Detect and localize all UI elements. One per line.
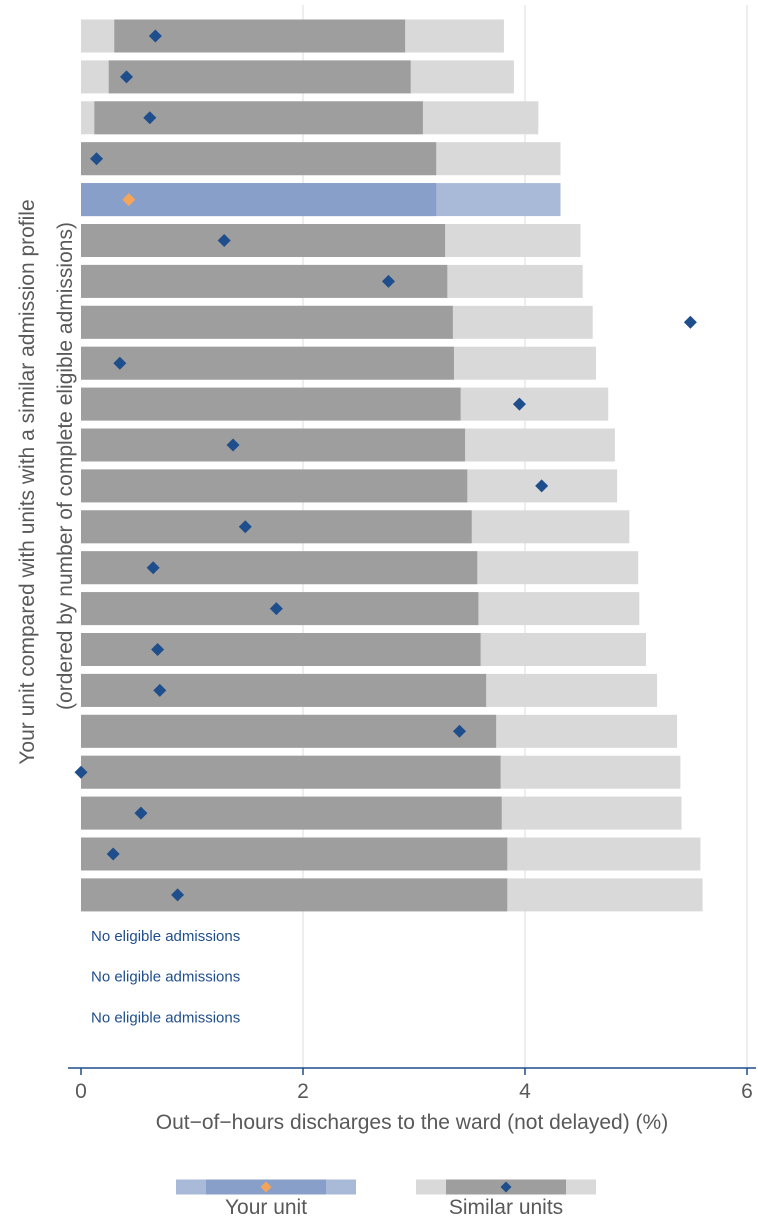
- no-data-note: No eligible admissions: [91, 969, 240, 986]
- bars: [74, 19, 703, 912]
- similar-unit-point: [512, 397, 526, 411]
- similar-unit-inner-bar: [81, 755, 501, 789]
- similar-unit-point: [74, 765, 88, 779]
- similar-unit-inner-bar: [81, 510, 472, 544]
- similar-unit-point: [146, 561, 160, 575]
- legend-your-unit-label: Your unit: [225, 1196, 307, 1219]
- similar-unit-point: [269, 602, 283, 616]
- similar-unit-inner-bar: [81, 551, 478, 585]
- similar-unit-point: [153, 683, 167, 697]
- similar-unit-point: [143, 111, 157, 125]
- your-unit-point: [122, 193, 136, 207]
- similar-unit-point: [453, 724, 467, 738]
- similar-unit-point: [171, 888, 185, 902]
- similar-unit-point: [134, 806, 148, 820]
- x-axis-label: Out−of−hours discharges to the ward (not…: [156, 1111, 668, 1134]
- x-tick-label-6: 6: [741, 1080, 753, 1103]
- similar-unit-inner-bar: [81, 142, 437, 176]
- similar-unit-inner-bar: [81, 428, 466, 462]
- similar-unit-point: [120, 70, 134, 84]
- no-data-notes: No eligible admissions No eligible admiss…: [91, 928, 240, 1027]
- legend: [176, 1179, 596, 1195]
- similar-unit-point: [151, 643, 165, 656]
- similar-unit-inner-bar: [81, 633, 481, 666]
- legend-similar-units-label: Similar units: [449, 1196, 563, 1219]
- similar-unit-point: [217, 234, 231, 247]
- similar-unit-point: [226, 438, 240, 452]
- similar-unit-point: [535, 479, 549, 493]
- similar-unit-point: [90, 152, 104, 166]
- similar-unit-inner-bar: [81, 837, 508, 871]
- x-tick-label-0: 0: [75, 1080, 87, 1103]
- legend-similar-units-point: [500, 1181, 512, 1193]
- similar-unit-point: [148, 29, 162, 43]
- x-tick-label-4: 4: [519, 1080, 531, 1103]
- similar-unit-inner-bar: [108, 60, 411, 94]
- y-axis-label-line2: (ordered by number of complete eligible …: [54, 222, 77, 710]
- no-data-note: No eligible admissions: [91, 1010, 240, 1027]
- similar-unit-point: [106, 847, 120, 861]
- similar-unit-inner-bar: [81, 346, 454, 380]
- x-tick-label-2: 2: [297, 1080, 309, 1103]
- no-data-note: No eligible admissions: [91, 928, 240, 945]
- similar-unit-inner-bar: [114, 19, 406, 53]
- similar-unit-point: [238, 520, 252, 534]
- your-unit-inner-bar: [81, 183, 437, 217]
- similar-unit-inner-bar: [81, 224, 446, 257]
- similar-unit-inner-bar: [81, 878, 508, 912]
- similar-unit-inner-bar: [81, 796, 502, 830]
- y-axis-label: Your unit compared with units with a sim…: [16, 199, 77, 764]
- legend-your-unit-point: [260, 1181, 272, 1193]
- similar-unit-inner-bar: [81, 387, 461, 421]
- similar-unit-point: [113, 356, 127, 370]
- similar-unit-inner-bar: [81, 673, 487, 707]
- similar-unit-point: [683, 315, 697, 329]
- similar-unit-point: [381, 274, 395, 288]
- similar-unit-inner-bar: [81, 469, 468, 503]
- similar-unit-inner-bar: [81, 714, 497, 748]
- similar-unit-inner-bar: [81, 305, 453, 339]
- x-axis: 0 2 4 6: [68, 1067, 756, 1103]
- y-axis-label-line1: Your unit compared with units with a sim…: [16, 199, 39, 764]
